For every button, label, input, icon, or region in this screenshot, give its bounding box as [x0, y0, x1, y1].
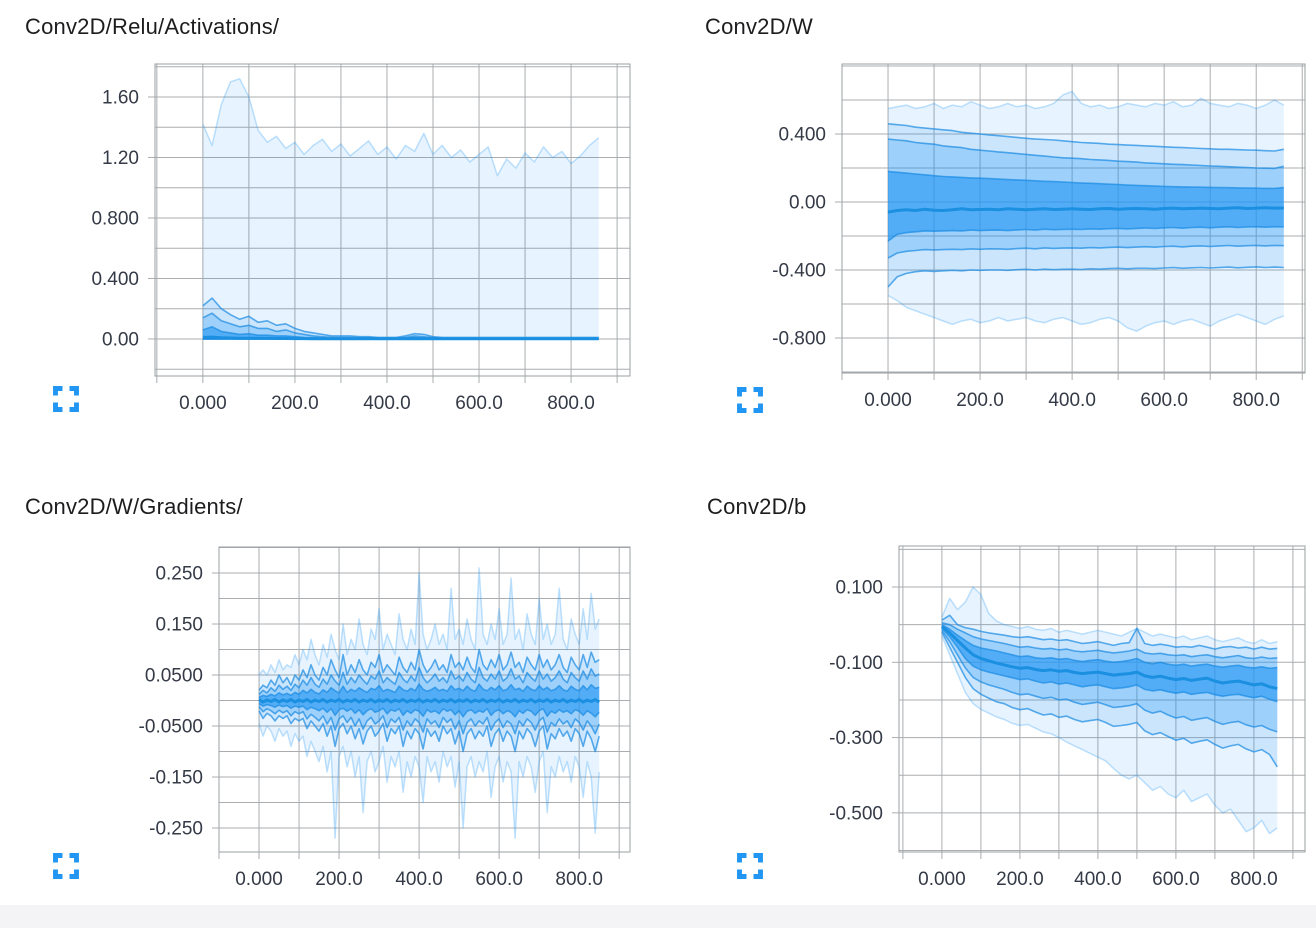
- svg-text:0.400: 0.400: [778, 125, 826, 146]
- svg-text:800.0: 800.0: [555, 869, 603, 890]
- svg-text:-0.250: -0.250: [149, 819, 203, 840]
- distribution-plot: 0.100 -0.100 -0.300 -0.500 0.000 200.0 400.0 60…: [829, 545, 1306, 890]
- svg-text:0.000: 0.000: [864, 390, 912, 411]
- svg-text:-0.150: -0.150: [149, 768, 203, 789]
- svg-text:400.0: 400.0: [363, 393, 411, 414]
- percentile-bands: [258, 567, 601, 839]
- svg-text:200.0: 200.0: [956, 390, 1004, 411]
- percentile-bands: [940, 586, 1278, 835]
- svg-text:400.0: 400.0: [1048, 390, 1096, 411]
- expand-icon: [737, 387, 763, 413]
- expand-icon: [53, 386, 79, 412]
- svg-text:800.0: 800.0: [547, 393, 595, 414]
- median-line: [258, 698, 601, 704]
- distribution-plot: 1.60 1.20 0.800 0.400 0.00 0.000 200.0 400.0 600…: [91, 63, 631, 414]
- svg-text:0.00: 0.00: [789, 193, 826, 214]
- median-line: [940, 625, 1278, 691]
- svg-text:0.250: 0.250: [155, 564, 203, 585]
- plot-border: [898, 545, 1306, 853]
- median-line: [202, 335, 599, 341]
- svg-text:800.0: 800.0: [1230, 869, 1278, 890]
- svg-text:-0.400: -0.400: [772, 261, 826, 282]
- svg-text:200.0: 200.0: [996, 869, 1044, 890]
- expand-icon: [53, 853, 79, 879]
- svg-text:1.60: 1.60: [102, 87, 139, 108]
- svg-text:0.000: 0.000: [918, 869, 966, 890]
- chart-card-conv2d-w-gradients: Conv2D/W/Gradients/ 0.250 0.150 0.0500 -0.0…: [0, 464, 658, 928]
- plot-border: [218, 546, 631, 853]
- svg-text:600.0: 600.0: [1152, 869, 1200, 890]
- svg-text:0.000: 0.000: [179, 393, 227, 414]
- svg-text:0.800: 0.800: [91, 208, 139, 229]
- svg-text:0.100: 0.100: [835, 578, 883, 599]
- svg-text:0.400: 0.400: [91, 269, 139, 290]
- svg-text:-0.0500: -0.0500: [139, 717, 203, 738]
- svg-text:-0.100: -0.100: [829, 653, 883, 674]
- percentile-bands: [202, 78, 600, 341]
- svg-text:800.0: 800.0: [1232, 390, 1280, 411]
- distribution-plot: 0.400 0.00 -0.400 -0.800 0.000 200.0 400.0 600.…: [772, 63, 1306, 411]
- svg-text:600.0: 600.0: [455, 393, 503, 414]
- distribution-plot: 0.250 0.150 0.0500 -0.0500 -0.150 -0.250 0.000…: [139, 546, 631, 890]
- svg-text:600.0: 600.0: [475, 869, 523, 890]
- svg-text:600.0: 600.0: [1140, 390, 1188, 411]
- svg-text:400.0: 400.0: [1074, 869, 1122, 890]
- chart-title: Conv2D/W: [705, 14, 813, 39]
- page-bottom-edge: [0, 905, 1316, 928]
- expand-chart-button[interactable]: [52, 852, 80, 880]
- plot-border: [154, 63, 631, 377]
- expand-chart-button[interactable]: [736, 386, 764, 414]
- axis-labels: 0.100 -0.100 -0.300 -0.500 0.000 200.0 400.0 60…: [829, 578, 1278, 890]
- plot-border: [841, 63, 1306, 374]
- svg-text:-0.500: -0.500: [829, 803, 883, 824]
- chart-card-conv2d-relu-activations: Conv2D/Relu/Activations/ 1.60 1.20 0.800 0.…: [0, 0, 658, 464]
- axis-labels: 0.250 0.150 0.0500 -0.0500 -0.150 -0.250 0.000…: [139, 564, 603, 890]
- svg-text:0.0500: 0.0500: [145, 666, 203, 687]
- chart-title: Conv2D/b: [707, 494, 807, 519]
- expand-chart-button[interactable]: [52, 385, 80, 413]
- percentile-bands: [887, 90, 1285, 332]
- svg-text:400.0: 400.0: [395, 869, 443, 890]
- svg-text:200.0: 200.0: [271, 393, 319, 414]
- svg-text:0.150: 0.150: [155, 615, 203, 636]
- svg-text:-0.800: -0.800: [772, 328, 826, 349]
- grid: [841, 64, 1305, 380]
- grid: [155, 64, 630, 383]
- axis-labels: 1.60 1.20 0.800 0.400 0.00 0.000 200.0 400.0 600…: [91, 87, 594, 414]
- chart-title: Conv2D/W/Gradients/: [25, 494, 243, 519]
- svg-text:0.000: 0.000: [235, 869, 283, 890]
- axis-labels: 0.400 0.00 -0.400 -0.800 0.000 200.0 400.0 600.…: [772, 125, 1280, 411]
- chart-card-conv2d-w: Conv2D/W 0.400 0.00 -0.400 -0.800 0.000 200.0…: [683, 0, 1316, 464]
- svg-text:1.20: 1.20: [102, 148, 139, 169]
- svg-text:-0.300: -0.300: [829, 728, 883, 749]
- svg-text:200.0: 200.0: [315, 869, 363, 890]
- expand-chart-button[interactable]: [736, 852, 764, 880]
- median-line: [887, 206, 1284, 214]
- chart-card-conv2d-b: Conv2D/b 0.100 -0.100 -0.300 -0.500 0.000 200…: [683, 464, 1316, 928]
- chart-title: Conv2D/Relu/Activations/: [25, 14, 280, 39]
- expand-icon: [737, 853, 763, 879]
- svg-text:0.00: 0.00: [102, 329, 139, 350]
